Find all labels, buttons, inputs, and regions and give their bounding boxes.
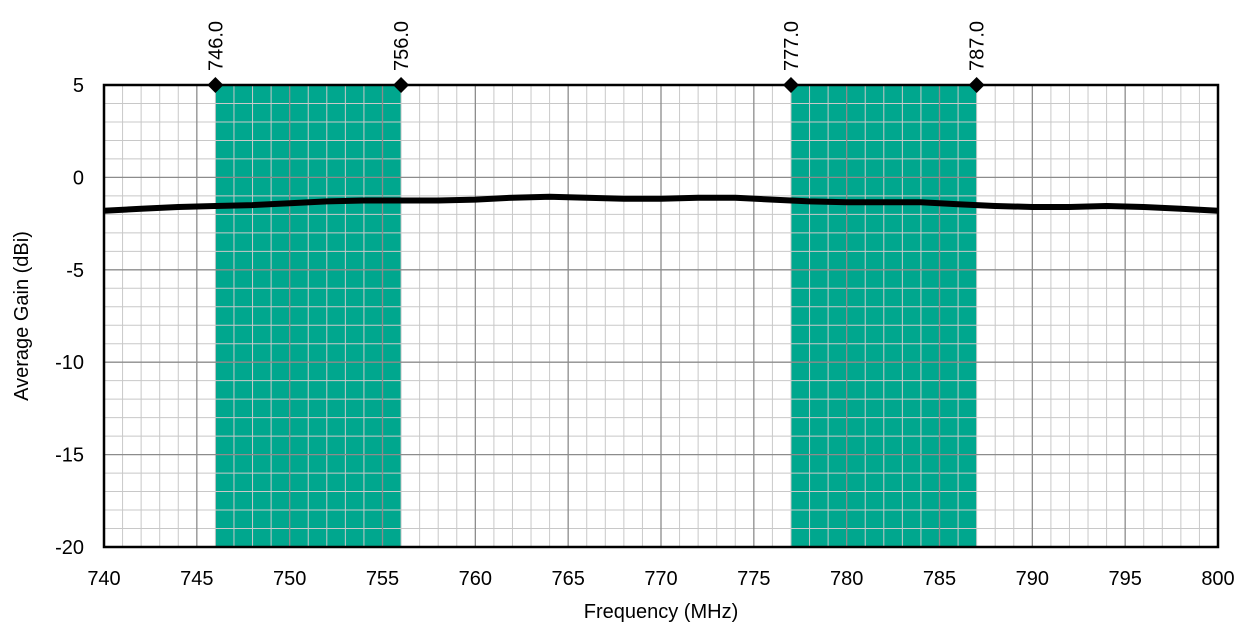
band-2-start-label: 777.0	[781, 21, 803, 71]
y-tick-label: -20	[55, 537, 84, 559]
y-tick-label: -15	[55, 445, 84, 467]
band-1-start-label: 746.0	[205, 21, 227, 71]
y-axis-title: Average Gain (dBi)	[11, 231, 33, 401]
x-tick-label: 775	[737, 568, 770, 590]
y-tick-label: 0	[73, 167, 84, 189]
band-1-end-label: 756.0	[391, 21, 413, 71]
x-tick-label: 760	[459, 568, 492, 590]
y-axis-ticks: 5 0 -5 -10 -15 -20	[55, 75, 84, 559]
y-tick-label: -10	[55, 352, 84, 374]
band-2-end-label: 787.0	[967, 21, 989, 71]
x-tick-label: 790	[1016, 568, 1049, 590]
band-2-start-marker	[782, 77, 799, 93]
x-tick-label: 785	[923, 568, 956, 590]
band-highlights	[215, 85, 977, 547]
x-tick-label: 765	[551, 568, 584, 590]
band-markers: 746.0 756.0 777.0 787.0	[205, 21, 989, 93]
x-tick-label: 780	[830, 568, 863, 590]
x-tick-label: 755	[366, 568, 399, 590]
x-axis-ticks: 740 745 750 755 760 765 770 775 780 785 790 795 800	[87, 568, 1234, 590]
series-line-1	[103, 193, 1219, 214]
band-2-end-marker	[968, 77, 985, 93]
x-tick-label: 745	[180, 568, 213, 590]
series-layer	[103, 193, 1219, 214]
plot-frame	[102, 83, 1220, 549]
x-tick-label: 750	[273, 568, 306, 590]
y-tick-label: 5	[73, 75, 84, 97]
y-tick-label: -5	[66, 260, 84, 282]
x-tick-label: 770	[644, 568, 677, 590]
x-tick-label: 795	[1108, 568, 1141, 590]
grid	[103, 84, 1219, 548]
band-1-end-marker	[393, 77, 410, 93]
x-tick-label: 800	[1201, 568, 1234, 590]
band-1-start-marker	[207, 77, 224, 93]
x-tick-label: 740	[87, 568, 120, 590]
x-axis-title: Frequency (MHz)	[584, 601, 738, 623]
